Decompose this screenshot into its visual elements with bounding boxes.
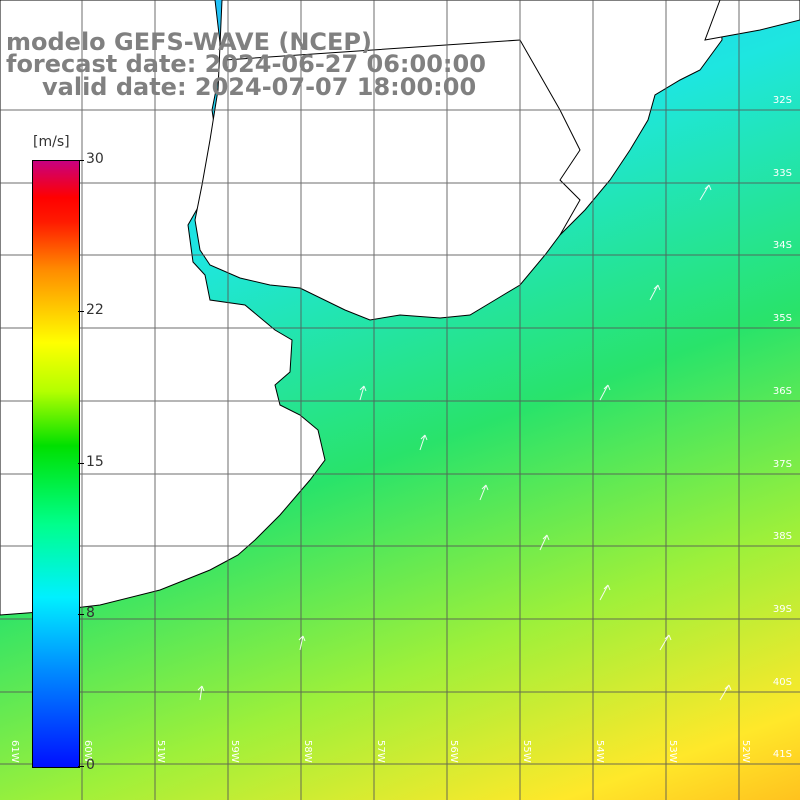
lat-label: 41S — [772, 749, 792, 760]
colorbar-tick: 8 — [86, 605, 95, 621]
lon-label: 56W — [448, 740, 459, 763]
lon-label: 55W — [521, 740, 532, 763]
colorbar-tick: 22 — [86, 302, 104, 318]
lon-label: 51W — [155, 740, 166, 763]
lon-label: 59W — [229, 740, 240, 763]
colorbar-tick: 30 — [86, 151, 104, 167]
forecast-date: forecast date: 2024-06-27 06:00:00 — [6, 50, 486, 78]
lat-label: 36S — [772, 386, 792, 397]
lon-label: 53W — [667, 740, 678, 763]
colorbar — [32, 160, 80, 768]
land-uruguay — [194, 0, 723, 321]
lat-label: 34S — [772, 240, 792, 251]
colorbar-tick: 15 — [86, 454, 104, 470]
lon-label: 58W — [302, 740, 313, 763]
colorbar-unit: [m/s] — [33, 134, 70, 150]
lat-label: 38S — [772, 531, 792, 542]
lon-label: 57W — [375, 740, 386, 763]
lat-label: 40S — [772, 677, 792, 688]
model-title: modelo GEFS-WAVE (NCEP) — [6, 28, 372, 56]
lon-label: 52W — [740, 740, 751, 763]
land-patos — [704, 0, 800, 41]
lat-label: 39S — [772, 604, 792, 615]
lat-label: 35S — [772, 313, 792, 324]
lon-label: 61W — [9, 740, 20, 763]
valid-date: valid date: 2024-07-07 18:00:00 — [42, 73, 477, 101]
wind-arrows — [197, 184, 732, 701]
colorbar-tick: 0 — [86, 757, 95, 773]
lat-label: 37S — [772, 459, 792, 470]
lon-label: 54W — [594, 740, 605, 763]
lat-label: 33S — [772, 168, 792, 179]
lat-label: 32S — [772, 95, 792, 106]
